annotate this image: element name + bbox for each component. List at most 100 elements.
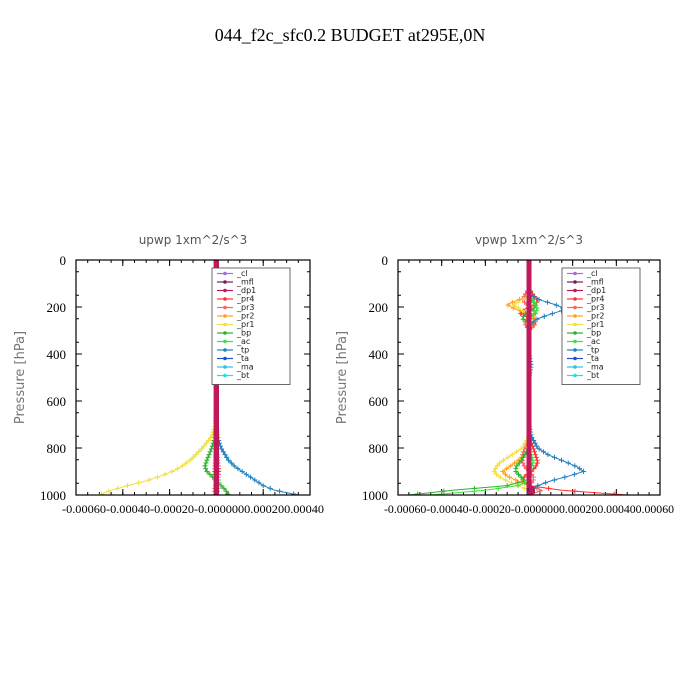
series-marker	[545, 452, 551, 458]
legend-item-pr2: _pr2	[567, 312, 604, 321]
series-marker	[514, 463, 520, 469]
series-marker	[175, 466, 181, 472]
series-marker	[213, 460, 219, 466]
series-marker	[529, 488, 535, 494]
panel-vpwp: vpwp 1xm^2/s^3 Pressure [hPa] 0 200 400 600 80…	[335, 233, 674, 516]
legend-item-ac: _ac	[567, 337, 600, 346]
series-marker	[533, 454, 539, 460]
x-tick-labels: -0.00060-0.00040-0.00020-0.0000000.00020…	[384, 502, 674, 516]
legend-marker	[223, 339, 227, 344]
legend-marker	[573, 348, 577, 352]
series-marker	[531, 446, 537, 452]
y-tick-label: 800	[47, 441, 67, 456]
series-marker	[536, 446, 542, 452]
legend-marker	[573, 314, 577, 318]
series-marker	[526, 446, 532, 452]
series-marker	[225, 491, 231, 495]
legend-label: _ma	[236, 363, 254, 372]
series-marker	[510, 299, 516, 305]
series-marker	[533, 308, 539, 314]
series-marker	[572, 463, 578, 469]
series-marker	[526, 384, 532, 390]
series-marker	[536, 488, 542, 494]
series-marker	[526, 373, 532, 379]
series-marker	[535, 483, 541, 489]
series-marker	[526, 274, 532, 280]
series-marker	[213, 404, 219, 410]
series-marker	[201, 443, 207, 449]
series-marker	[549, 311, 555, 317]
series-marker	[526, 392, 532, 398]
series-marker	[213, 406, 219, 412]
series-marker	[500, 469, 506, 474]
series-marker	[526, 423, 532, 429]
legend-marker	[223, 297, 227, 301]
series-marker	[571, 471, 577, 477]
series-marker	[520, 308, 526, 314]
series-marker	[520, 443, 526, 449]
series-marker	[526, 412, 532, 418]
legend-label: _tp	[236, 346, 249, 355]
legend-label: _ma	[586, 363, 604, 372]
series-marker	[526, 299, 532, 305]
series-marker	[213, 398, 219, 404]
legend-marker	[223, 348, 227, 352]
series-marker	[497, 460, 503, 466]
series-marker	[213, 423, 219, 429]
legend-item-bt: _bt	[217, 371, 249, 380]
legend: _cl_mfl_dp1_pr4_pr3_pr2_pr1_bp_ac_tp_ta_…	[211, 267, 291, 385]
series-marker	[526, 311, 532, 317]
series-marker	[169, 469, 175, 474]
y-tick-label: 200	[47, 300, 67, 315]
series-marker	[518, 446, 524, 452]
legend-label: _bp	[586, 329, 601, 338]
series-marker	[213, 395, 219, 401]
series-marker	[526, 485, 532, 491]
legend-marker	[573, 339, 577, 344]
series-marker	[526, 488, 532, 494]
series-marker	[213, 466, 219, 472]
legend-item-ac: _ac	[217, 337, 250, 346]
series-marker	[222, 452, 228, 458]
series-marker	[205, 437, 211, 443]
legend-marker	[573, 322, 577, 327]
legend-item-pr2: _pr2	[217, 312, 254, 321]
series-marker	[213, 446, 219, 452]
panel-upwp: upwp 1xm^2/s^3 Pressure [hPa] 0 200 400 600 80…	[13, 233, 324, 516]
legend-marker	[223, 288, 227, 293]
y-tick-label: 0	[60, 253, 67, 268]
series-marker	[235, 466, 241, 472]
series-marker	[526, 449, 532, 455]
series-marker	[502, 477, 508, 483]
series-marker	[213, 477, 219, 483]
series-marker	[198, 446, 204, 452]
series-marker	[511, 302, 517, 308]
series-marker	[497, 474, 503, 480]
legend-label: _mfl	[236, 278, 254, 287]
series-marker	[526, 359, 532, 365]
series-marker	[231, 463, 237, 469]
series-marker	[526, 426, 532, 432]
legend-item-bp: _bp	[217, 329, 251, 338]
series-marker	[213, 412, 219, 418]
series-marker	[526, 328, 532, 333]
legend-label: _mfl	[586, 278, 604, 287]
series-marker	[533, 302, 539, 308]
x-tick-labels: -0.00060-0.00040-0.00020-0.0000000.00020…	[62, 502, 324, 516]
series-marker	[180, 463, 186, 469]
series-marker	[146, 477, 152, 483]
series-marker	[521, 463, 527, 469]
series-marker	[534, 305, 540, 311]
series-marker	[154, 474, 160, 480]
series-marker	[213, 384, 219, 390]
series-marker	[193, 452, 199, 458]
legend-label: _cl	[586, 269, 598, 278]
series-marker	[267, 485, 273, 491]
legend-marker	[223, 356, 227, 361]
series-marker	[501, 457, 507, 463]
series-marker	[526, 404, 532, 410]
series-marker	[546, 485, 552, 491]
legend-item-dp1: _dp1	[567, 286, 606, 295]
series-marker	[213, 471, 219, 477]
series-marker	[207, 471, 213, 477]
